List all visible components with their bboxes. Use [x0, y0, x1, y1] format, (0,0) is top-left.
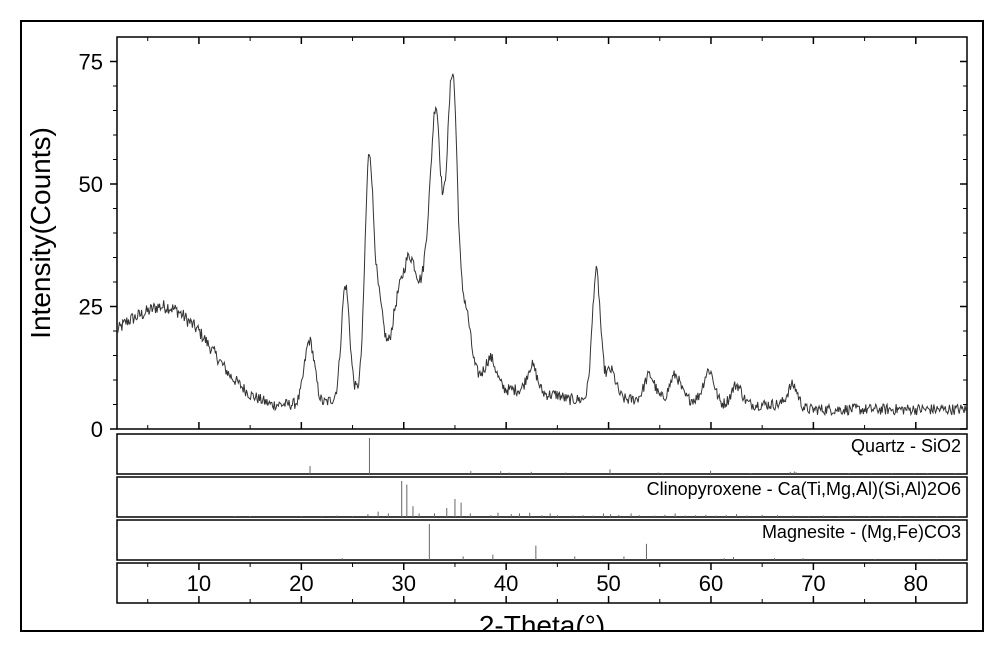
xtick-label: 30	[392, 571, 416, 596]
ytick-label: 50	[79, 172, 103, 197]
xtick-label: 20	[289, 571, 313, 596]
xtick-label: 50	[596, 571, 620, 596]
chart-svg: 0 25 50 75 Intensity(Counts) Quartz - SiO2 Cli…	[22, 22, 982, 630]
phase-panel	[117, 434, 967, 474]
xtick-label: 40	[494, 571, 518, 596]
phase-label: Quartz - SiO2	[851, 436, 961, 456]
ytick-label: 0	[91, 417, 103, 442]
xtick-label: 70	[801, 571, 825, 596]
phase-label: Magnesite - (Mg,Fe)CO3	[762, 522, 961, 542]
y-axis-label: Intensity(Counts)	[25, 127, 56, 339]
spectrum-trace	[117, 74, 967, 415]
ytick-label: 25	[79, 295, 103, 320]
xtick-label: 60	[699, 571, 723, 596]
xtick-label: 10	[187, 571, 211, 596]
ytick-label: 75	[79, 50, 103, 75]
phase-label: Clinopyroxene - Ca(Ti,Mg,Al)(Si,Al)2O6	[647, 479, 961, 499]
xrd-chart: 0 25 50 75 Intensity(Counts) Quartz - SiO2 Cli…	[20, 20, 984, 632]
xtick-label: 80	[904, 571, 928, 596]
x-axis-label: 2-Theta(°)	[479, 610, 605, 630]
